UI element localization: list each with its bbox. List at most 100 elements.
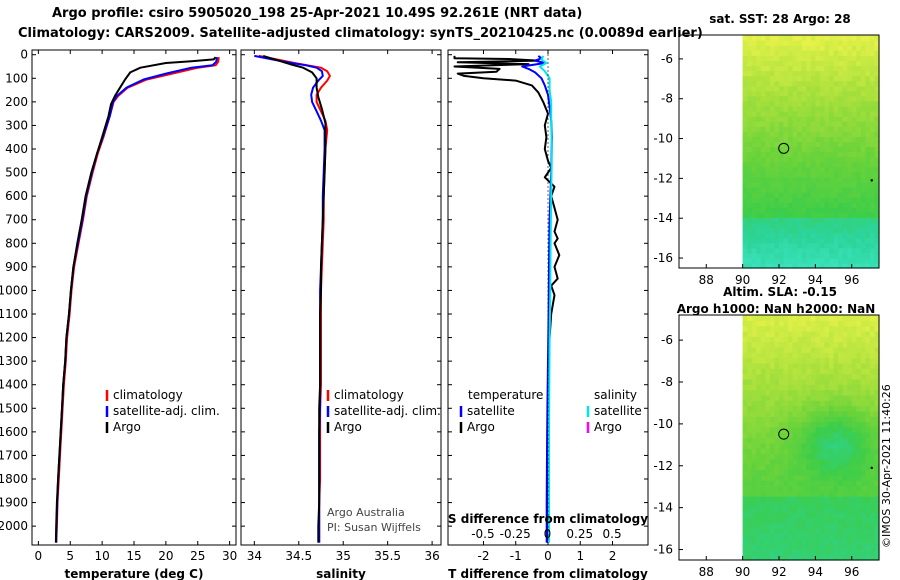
map-cell (824, 315, 830, 321)
map-cell (842, 40, 848, 46)
map-cell (769, 111, 775, 117)
map-cell (756, 538, 762, 545)
map-cell (774, 65, 780, 72)
map-cell (842, 65, 848, 72)
map-cell (756, 517, 762, 524)
map-cell (824, 549, 830, 556)
map-cell (760, 247, 766, 254)
map-cell (783, 227, 789, 234)
map-cell (779, 50, 785, 56)
map-cell (747, 242, 753, 249)
map-cell (756, 176, 762, 183)
map-cell (815, 85, 821, 92)
map-cell (801, 501, 807, 508)
map-cell (765, 202, 771, 208)
map_sst-ytick-label: -6 (661, 52, 673, 66)
map-cell (815, 458, 821, 465)
map-cell (806, 70, 812, 77)
map-cell (829, 242, 835, 249)
map-cell (819, 45, 825, 51)
map-cell (869, 171, 875, 178)
map-cell (856, 105, 862, 112)
map-cell (874, 70, 880, 77)
map-cell (819, 247, 825, 254)
map-cell (792, 136, 798, 142)
map-cell (819, 105, 825, 112)
map-cell (792, 257, 798, 264)
map-cell (856, 121, 862, 127)
map-cell (874, 217, 880, 223)
map-cell (851, 80, 857, 87)
map-cell (797, 75, 803, 82)
map-cell (838, 161, 844, 168)
map-cell (815, 512, 821, 518)
map-cell (833, 426, 839, 433)
map-cell (874, 362, 880, 369)
map-cell (760, 126, 766, 132)
map-cell (797, 315, 803, 321)
figure-title-line2: Climatology: CARS2009. Satellite-adjuste… (18, 26, 703, 41)
map-cell (783, 453, 789, 460)
map-cell (829, 453, 835, 460)
map-cell (806, 378, 812, 385)
map-cell (838, 85, 844, 92)
map-cell (815, 517, 821, 524)
map-cell (797, 362, 803, 369)
map-cell (747, 197, 753, 203)
map-cell (819, 181, 825, 188)
map-cell (838, 490, 844, 497)
map-cell (838, 389, 844, 396)
map-cell (765, 522, 771, 529)
map-cell (797, 212, 803, 218)
map-cell (851, 357, 857, 364)
map-cell (851, 501, 857, 508)
map-cell (774, 222, 780, 229)
map-cell (810, 496, 816, 502)
map-cell (742, 453, 748, 460)
map-cell (797, 325, 803, 332)
map-cell (756, 262, 762, 269)
map-cell (801, 522, 807, 529)
map-cell (819, 474, 825, 481)
map-cell (847, 187, 853, 193)
map-cell (829, 262, 835, 269)
salinity-legend-label: satellite-adj. clim. (334, 404, 441, 418)
map-cell (797, 90, 803, 97)
map-cell (856, 320, 862, 327)
map-cell (774, 45, 780, 51)
map-cell (824, 197, 830, 203)
map-cell (819, 538, 825, 545)
map-cell (760, 55, 766, 61)
map_sst-ytick-label: -8 (661, 92, 673, 106)
map-cell (742, 416, 748, 423)
map-cell (797, 368, 803, 375)
map-cell (856, 126, 862, 132)
map-cell (792, 400, 798, 407)
map-cell (838, 368, 844, 375)
map-cell (783, 95, 789, 102)
map-cell (869, 426, 875, 433)
map-cell (829, 448, 835, 455)
map-cell (760, 187, 766, 193)
map-cell (760, 373, 766, 380)
map-cell (829, 222, 835, 229)
map-cell (742, 544, 748, 550)
map-cell (742, 373, 748, 380)
map-cell (842, 512, 848, 518)
map-cell (842, 357, 848, 364)
map-cell (788, 151, 794, 158)
map-cell (779, 315, 785, 321)
temperature-legend-label: Argo (113, 420, 141, 434)
map-cell (774, 453, 780, 460)
map-cell (856, 247, 862, 254)
map-cell (756, 257, 762, 264)
map-cell (824, 352, 830, 359)
map-cell (783, 232, 789, 239)
map-cell (860, 485, 866, 492)
map-cell (819, 442, 825, 449)
map-cell (769, 166, 775, 173)
map-cell (747, 544, 753, 550)
map-cell (760, 501, 766, 508)
map-cell (860, 315, 866, 321)
map-cell (851, 70, 857, 77)
